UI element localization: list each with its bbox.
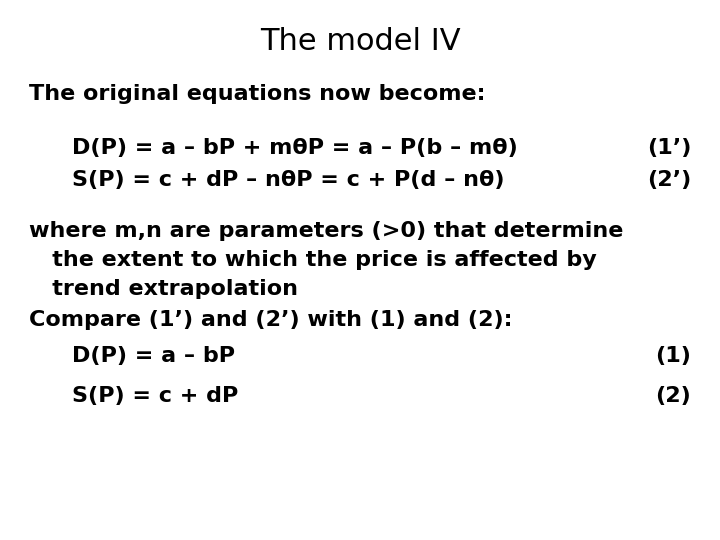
Text: the extent to which the price is affected by: the extent to which the price is affecte… bbox=[29, 250, 597, 270]
Text: (1’): (1’) bbox=[647, 138, 691, 158]
Text: The model IV: The model IV bbox=[260, 27, 460, 56]
Text: D(P) = a – bP: D(P) = a – bP bbox=[72, 346, 235, 366]
Text: Compare (1’) and (2’) with (1) and (2):: Compare (1’) and (2’) with (1) and (2): bbox=[29, 310, 513, 330]
Text: trend extrapolation: trend extrapolation bbox=[29, 279, 298, 299]
Text: (2’): (2’) bbox=[647, 170, 691, 190]
Text: (2): (2) bbox=[655, 386, 691, 406]
Text: S(P) = c + dP – nθP = c + P(d – nθ): S(P) = c + dP – nθP = c + P(d – nθ) bbox=[72, 170, 505, 190]
Text: D(P) = a – bP + mθP = a – P(b – mθ): D(P) = a – bP + mθP = a – P(b – mθ) bbox=[72, 138, 518, 158]
Text: where m,n are parameters (>0) that determine: where m,n are parameters (>0) that deter… bbox=[29, 221, 624, 241]
Text: S(P) = c + dP: S(P) = c + dP bbox=[72, 386, 238, 406]
Text: (1): (1) bbox=[655, 346, 691, 366]
Text: The original equations now become:: The original equations now become: bbox=[29, 84, 485, 104]
